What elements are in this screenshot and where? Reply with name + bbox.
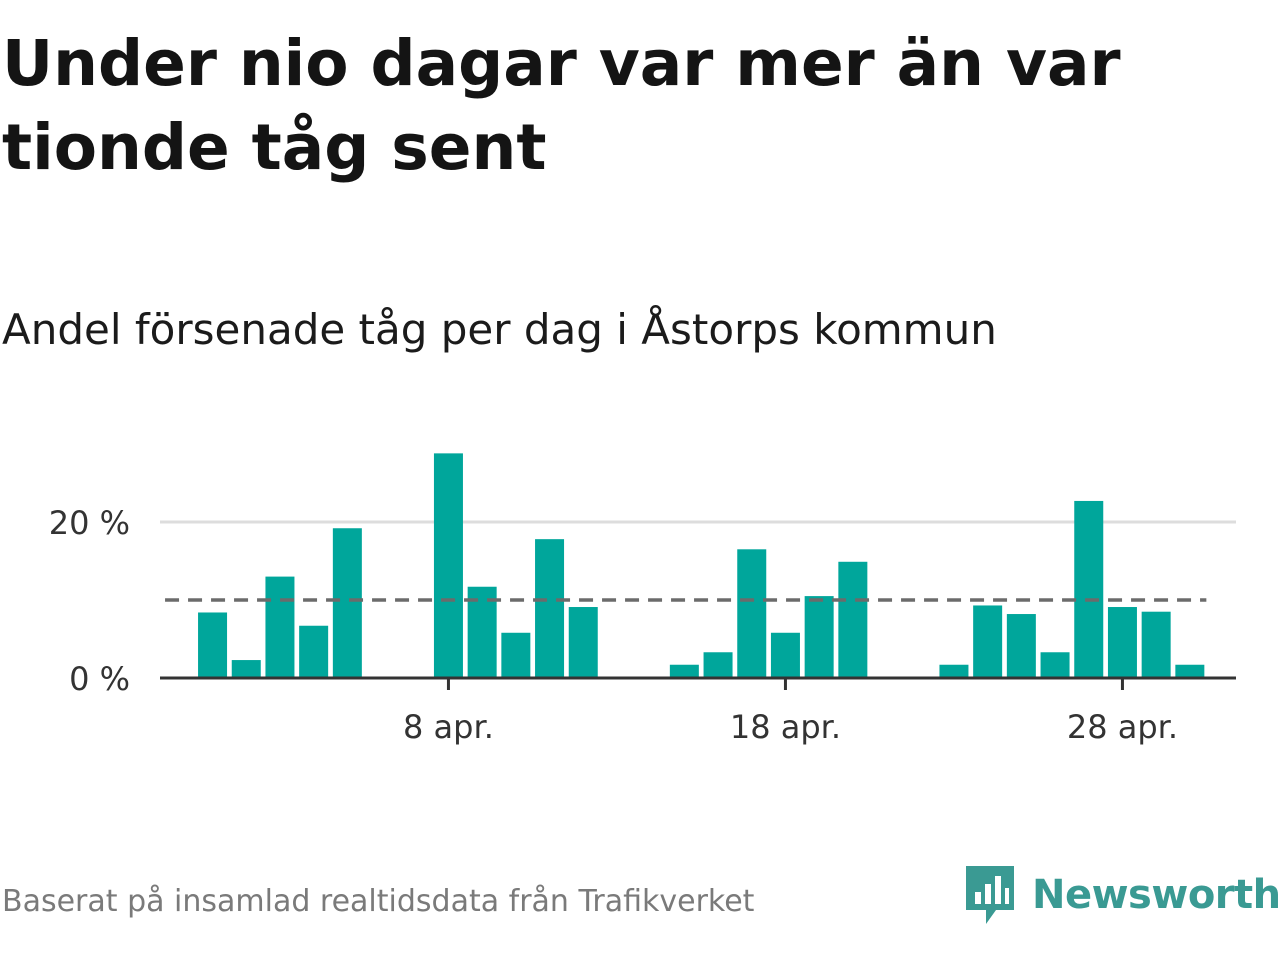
bar (568, 607, 598, 678)
bar (804, 596, 834, 678)
newsworthy-chart-bubble-icon (966, 866, 1014, 924)
chart-title: Under nio dagar var mer än var tionde tå… (2, 27, 1121, 184)
bar (231, 660, 261, 678)
bar (1107, 607, 1137, 678)
y-tick-label: 0 % (69, 660, 130, 698)
x-tick-label: 18 apr. (730, 708, 841, 746)
bar (737, 549, 767, 678)
bar (1040, 652, 1070, 678)
bar (433, 453, 463, 678)
bar (1006, 614, 1036, 678)
bar (939, 664, 969, 678)
source-note: Baserat på insamlad realtidsdata från Tr… (2, 884, 755, 919)
bar (535, 539, 565, 678)
bar (501, 632, 531, 678)
bar (973, 605, 1003, 678)
x-tick-label: 8 apr. (403, 708, 494, 746)
x-tick-label: 28 apr. (1067, 708, 1178, 746)
bar (1175, 664, 1205, 678)
bar (332, 528, 362, 678)
bar (299, 625, 329, 678)
brand-name: Newsworthy (1032, 872, 1280, 918)
bar (703, 652, 733, 678)
bar (838, 561, 868, 678)
bar (265, 576, 295, 678)
chart-subtitle: Andel försenade tåg per dag i Åstorps ko… (2, 305, 997, 354)
bar (770, 632, 800, 678)
bars-layer (198, 453, 1205, 678)
brand-logo[interactable]: Newsworthy (964, 864, 1280, 926)
axis-layer: 0 % 20 % 8 apr. 18 apr. 28 apr. (49, 504, 1236, 746)
bar (669, 664, 699, 678)
y-tick-label: 20 % (49, 504, 130, 542)
bar-chart: 0 % 20 % 8 apr. 18 apr. 28 apr. (49, 453, 1236, 746)
bar (1074, 500, 1104, 678)
bar (467, 586, 497, 678)
bar (1141, 611, 1171, 678)
bar (198, 612, 228, 678)
